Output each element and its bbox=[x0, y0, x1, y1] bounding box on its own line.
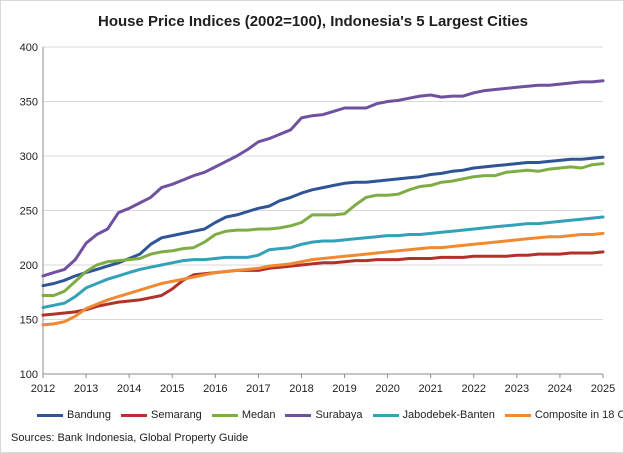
x-tick-label-2023: 2023 bbox=[505, 383, 529, 395]
source-note: Sources: Bank Indonesia, Global Property… bbox=[11, 432, 249, 444]
legend-swatch bbox=[211, 413, 238, 417]
y-tick-label-350: 350 bbox=[20, 97, 38, 109]
legend-swatch bbox=[285, 413, 312, 417]
y-tick-label-150: 150 bbox=[20, 315, 38, 327]
y-tick-label-400: 400 bbox=[20, 42, 38, 54]
legend-swatch bbox=[372, 413, 399, 417]
legend-item-semarang: Semarang bbox=[121, 409, 202, 421]
y-tick-label-100: 100 bbox=[20, 369, 38, 381]
x-tick-label-2021: 2021 bbox=[418, 383, 442, 395]
legend-label: Bandung bbox=[67, 409, 112, 422]
series-line-composite-in-18-cities bbox=[41, 231, 605, 327]
chart-title: House Price Indices (2002=100), Indonesi… bbox=[97, 13, 528, 30]
legend: Bandung Semarang Medan Surabaya Jabodebek-Ba… bbox=[37, 409, 623, 422]
x-tick-label-2013: 2013 bbox=[74, 383, 98, 395]
x-tick-label-2022: 2022 bbox=[462, 383, 486, 395]
legend-label: Composite in 18 Cities bbox=[534, 409, 623, 422]
x-tick-label-2015: 2015 bbox=[160, 383, 184, 395]
y-tick-label-200: 200 bbox=[20, 260, 38, 272]
legend-swatch bbox=[504, 413, 531, 417]
series-line-surabaya bbox=[41, 79, 605, 278]
x-tick-label-2019: 2019 bbox=[332, 383, 356, 395]
legend-label: Jabodebek-Banten bbox=[402, 409, 495, 422]
series-line-jabodebek-banten bbox=[41, 215, 605, 309]
legend-label: Medan bbox=[241, 409, 276, 422]
legend-label: Surabaya bbox=[315, 409, 363, 422]
series-line-bandung bbox=[41, 155, 605, 288]
x-tick-label-2024: 2024 bbox=[548, 383, 572, 395]
legend-item-jabodebek-banten: Jabodebek-Banten bbox=[372, 409, 495, 422]
legend-item-composite-in-18-cities: Composite in 18 Cities bbox=[504, 409, 623, 422]
legend-swatch bbox=[121, 413, 148, 417]
x-tick-label-2014: 2014 bbox=[117, 383, 141, 395]
legend-item-medan: Medan bbox=[211, 409, 276, 422]
series-line-semarang bbox=[41, 250, 605, 317]
x-tick-label-2012: 2012 bbox=[31, 383, 55, 395]
series-line-medan bbox=[41, 162, 605, 297]
x-tick-label-2020: 2020 bbox=[375, 383, 399, 395]
legend-label: Semarang bbox=[151, 409, 202, 422]
legend-swatch bbox=[37, 413, 63, 417]
legend-item-bandung: Bandung bbox=[37, 409, 111, 421]
x-tick-label-2018: 2018 bbox=[289, 383, 313, 395]
y-tick-label-250: 250 bbox=[20, 206, 38, 218]
x-tick-label-2016: 2016 bbox=[203, 383, 227, 395]
x-tick-label-2017: 2017 bbox=[246, 383, 270, 395]
x-tick-label-2025: 2025 bbox=[591, 383, 615, 395]
y-tick-label-300: 300 bbox=[20, 151, 38, 163]
legend-item-surabaya: Surabaya bbox=[285, 409, 363, 422]
